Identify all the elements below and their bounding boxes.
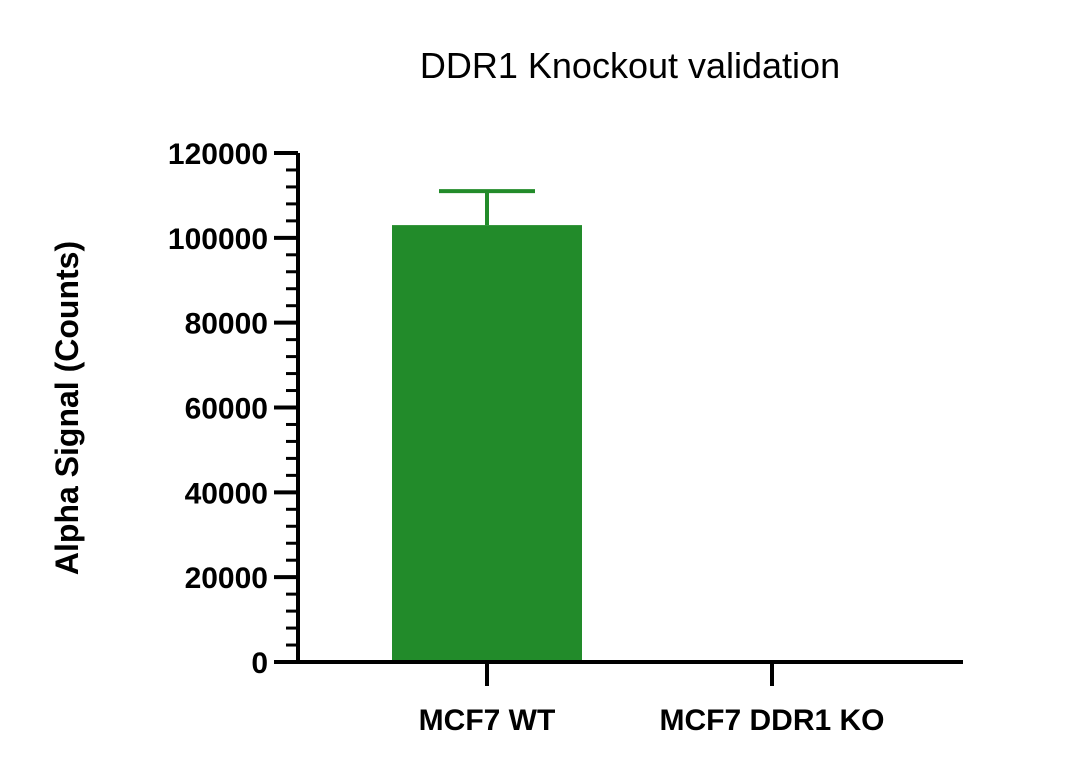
x-category-label: MCF7 WT [419,704,556,737]
y-tick-label: 100000 [168,223,268,256]
x-category-label: MCF7 DDR1 KO [659,704,884,737]
bar-mcf7-wt [392,225,582,662]
y-tick-label: 120000 [168,138,268,171]
y-axis-label: Alpha Signal (Counts) [49,241,85,575]
plot-area: 0 20000 40000 60000 80000 100000 120000 MCF7 WT… [168,138,963,737]
y-tick-label: 20000 [185,562,268,595]
y-tick-label: 0 [251,647,268,680]
y-tick-label: 60000 [185,393,268,426]
y-tick-label: 40000 [185,477,268,510]
y-tick-label: 80000 [185,308,268,341]
chart-title: DDR1 Knockout validation [420,45,840,86]
